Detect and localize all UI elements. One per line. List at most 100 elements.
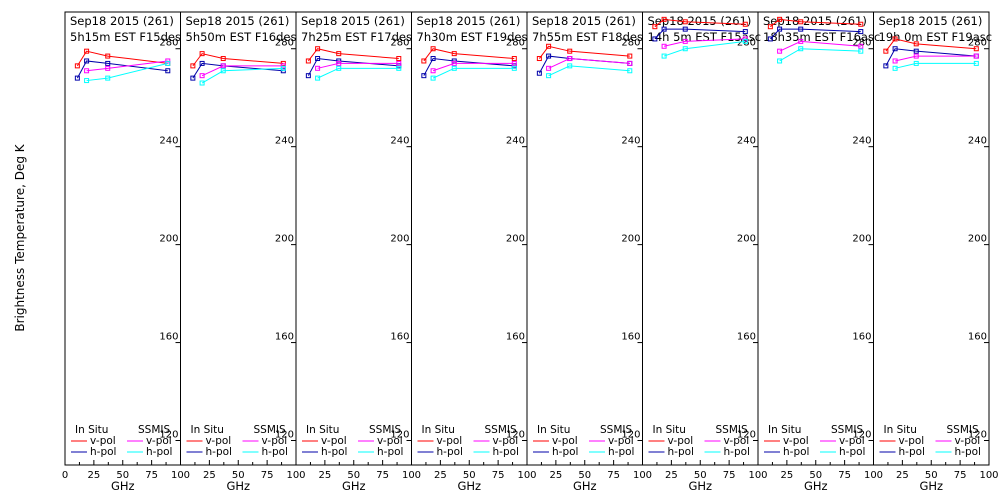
series-line-ssmis-v — [548, 58, 630, 69]
series-line-ssmis-h — [317, 67, 399, 79]
data-point-insitu-v — [105, 53, 111, 59]
x-tick-label: 75 — [723, 470, 736, 481]
legend-label-insitu-h: h-pol — [783, 446, 809, 458]
data-point-insitu-v — [536, 56, 542, 62]
legend-label-ssmis-v: v-pol — [262, 435, 288, 447]
y-tick-label: 200 — [737, 234, 756, 245]
legend-label-ssmis-v: v-pol — [608, 435, 634, 447]
series-line-insitu-h — [885, 48, 977, 67]
data-point-ssmis-h — [858, 48, 864, 54]
y-tick-label: 160 — [968, 332, 987, 343]
data-point-ssmis-h — [682, 46, 688, 52]
legend-label-insitu-v: v-pol — [206, 435, 232, 447]
data-point-insitu-h — [305, 73, 311, 79]
y-tick-label: 160 — [506, 332, 525, 343]
y-tick-label: 240 — [275, 136, 294, 147]
legend-label-ssmis-h: h-pol — [262, 446, 288, 458]
data-point-insitu-v — [973, 46, 979, 52]
data-point-ssmis-h — [165, 60, 171, 66]
panel-2: Sep18 2015 (261) 5h50m EST F16des 120 160 20… — [180, 11, 306, 493]
data-point-ssmis-h — [546, 73, 552, 79]
legend-label-ssmis-v: v-pol — [146, 435, 172, 447]
data-point-ssmis-h — [220, 68, 226, 74]
data-point-ssmis-h — [661, 53, 667, 59]
x-tick-label: 75 — [838, 470, 851, 481]
x-tick-label: 75 — [261, 470, 274, 481]
panel-6: Sep18 2015 (261) 14h 5m EST F15asc 120 160 2… — [642, 11, 768, 493]
series-line-ssmis-h — [894, 62, 977, 69]
data-point-insitu-h — [165, 68, 171, 74]
series-line-ssmis-v — [201, 65, 284, 77]
x-tick-label: 25 — [319, 470, 332, 481]
y-tick-label: 200 — [968, 234, 987, 245]
data-point-ssmis-h — [84, 78, 90, 84]
panel-title-time: 7h30m EST F19des — [417, 30, 528, 44]
data-point-ssmis-h — [430, 75, 436, 81]
series-line-ssmis-h — [201, 67, 284, 84]
y-tick-label: 280 — [852, 38, 871, 49]
data-point-insitu-v — [84, 48, 90, 54]
panel-7: Sep18 2015 (261) 18h35m EST F16asc 120 160 2… — [757, 11, 883, 493]
data-point-insitu-v — [220, 56, 226, 62]
panel-4: Sep18 2015 (261) 7h30m EST F19des 120 160 20… — [411, 11, 537, 493]
data-point-ssmis-h — [105, 75, 111, 81]
legend-label-ssmis-h: h-pol — [146, 446, 172, 458]
data-point-ssmis-v — [220, 63, 226, 69]
data-point-ssmis-h — [892, 65, 898, 71]
x-tick-label: 25 — [665, 470, 678, 481]
x-tick-label: 75 — [376, 470, 389, 481]
legend-label-ssmis-h: h-pol — [724, 446, 750, 458]
data-point-insitu-h — [421, 73, 427, 79]
legend-ssmis-heading: SSMIS — [369, 424, 401, 436]
legend-label-insitu-h: h-pol — [437, 446, 463, 458]
y-tick-label: 120 — [390, 430, 409, 441]
series-line-ssmis-h — [548, 65, 630, 77]
data-point-insitu-h — [777, 26, 783, 32]
panel-title-time: 5h50m EST F16des — [186, 30, 297, 44]
x-tick-label: 100 — [286, 470, 305, 481]
y-tick-label: 280 — [621, 38, 640, 49]
panel-title-date: Sep18 2015 (261) — [417, 14, 521, 28]
series-line-insitu-v — [192, 53, 284, 67]
data-point-insitu-v — [883, 48, 889, 54]
panel-title-date: Sep18 2015 (261) — [301, 14, 405, 28]
legend-label-insitu-v: v-pol — [321, 435, 347, 447]
panel-title-date: Sep18 2015 (261) — [879, 14, 983, 28]
x-tick-label: 50 — [694, 470, 707, 481]
legend-ssmis-heading: SSMIS — [600, 424, 632, 436]
legend-ssmis-heading: SSMIS — [716, 424, 748, 436]
data-point-insitu-v — [430, 46, 436, 52]
x-tick-label: 25 — [88, 470, 101, 481]
y-tick-label: 200 — [506, 234, 525, 245]
data-point-ssmis-v — [567, 56, 573, 62]
data-point-ssmis-v — [511, 60, 517, 66]
y-tick-label: 280 — [159, 38, 178, 49]
legend-label-insitu-h: h-pol — [668, 446, 694, 458]
data-point-insitu-h — [652, 36, 658, 42]
x-tick-label: 75 — [145, 470, 158, 481]
x-tick-label: 50 — [463, 470, 476, 481]
series-line-ssmis-v — [317, 62, 399, 69]
x-axis-label: GHz — [573, 479, 597, 493]
data-point-insitu-v — [199, 51, 205, 57]
data-point-ssmis-v — [546, 65, 552, 71]
data-point-ssmis-h — [973, 60, 979, 66]
x-tick-label: 50 — [578, 470, 591, 481]
x-tick-label: 25 — [896, 470, 909, 481]
legend-label-insitu-v: v-pol — [90, 435, 116, 447]
data-point-ssmis-v — [892, 58, 898, 64]
series-line-ssmis-v — [663, 38, 746, 47]
legend-insitu-heading: In Situ — [191, 424, 224, 436]
panel-title-date: Sep18 2015 (261) — [186, 14, 290, 28]
x-tick-label: 25 — [203, 470, 216, 481]
series-line-ssmis-h — [663, 40, 746, 57]
data-point-insitu-v — [652, 24, 658, 30]
x-tick-label: 100 — [864, 470, 883, 481]
x-tick-label: 50 — [116, 470, 129, 481]
series-line-insitu-v — [76, 50, 168, 67]
data-point-ssmis-v — [396, 60, 402, 66]
data-point-insitu-v — [913, 41, 919, 47]
legend-insitu-heading: In Situ — [306, 424, 339, 436]
data-point-ssmis-v — [913, 53, 919, 59]
